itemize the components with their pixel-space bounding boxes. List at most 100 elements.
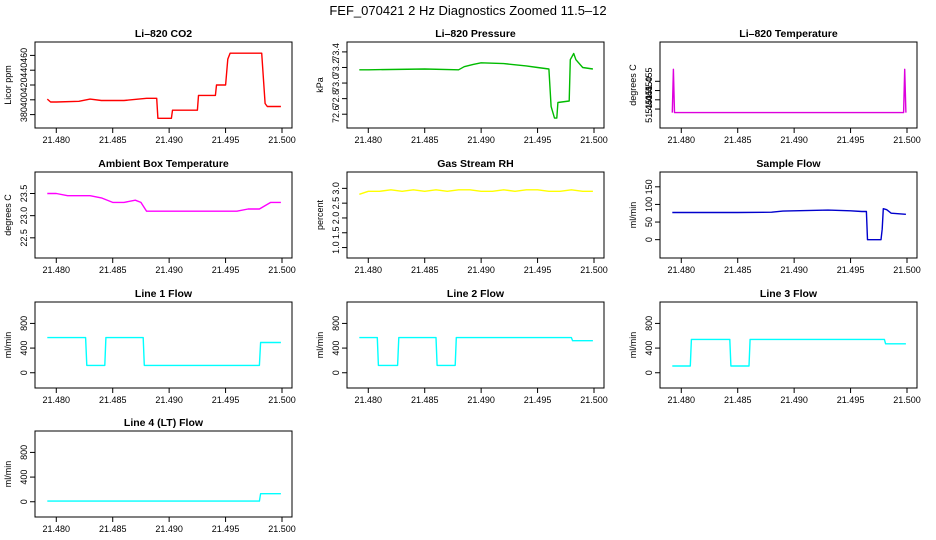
y-tick-label: 51.440 (644, 95, 654, 123)
panel-title: Line 1 Flow (135, 288, 193, 300)
y-tick-label: 22.5 (19, 229, 29, 247)
x-tick-label: 21.490 (780, 395, 808, 405)
y-tick-label: 800 (19, 445, 29, 460)
y-tick-label: 72.8 (331, 90, 341, 108)
x-tick-label: 21.490 (155, 395, 183, 405)
panel-8: Line 2 Flow ml/min 21.480 21.485 21.490 21.49… (315, 288, 608, 405)
x-tick-label: 21.480 (43, 135, 71, 145)
y-tick-label: 0 (19, 499, 29, 504)
x-tick-label: 21.480 (668, 265, 696, 275)
panel-10: Line 4 (LT) Flow ml/min 21.480 21.485 21.490… (3, 417, 296, 534)
x-tick-label: 21.490 (467, 395, 495, 405)
panel-6: Sample Flow ml/min 21.480 21.485 21.490 21.49… (628, 158, 921, 275)
panel-1: Li–820 CO2 Licor ppm 21.480 21.485 21.490 21.… (3, 28, 296, 145)
panel-5: Gas Stream RH percent 21.480 21.485 21.490 21… (315, 158, 608, 275)
x-tick-label: 21.485 (411, 395, 439, 405)
y-axis-label: degrees C (628, 64, 638, 106)
y-tick-label: 51.455 (644, 68, 654, 96)
series-line-1 (672, 338, 906, 367)
x-tick-label: 21.495 (837, 265, 865, 275)
x-tick-label: 21.480 (355, 135, 383, 145)
x-tick-label: 21.500 (580, 135, 608, 145)
y-tick-label: 0 (19, 370, 29, 375)
x-tick-label: 21.495 (524, 395, 552, 405)
y-tick-label: 72.6 (331, 105, 341, 123)
y-tick-label: 1.5 (331, 227, 341, 240)
panel-9: Line 3 Flow ml/min 21.480 21.485 21.490 21.49… (628, 288, 921, 405)
y-axis-label: ml/min (628, 202, 638, 229)
panel-2: Li–820 Pressure kPa 21.480 21.485 21.490 21.4… (315, 28, 608, 145)
y-tick-label: 800 (644, 316, 654, 331)
panel-title: Li–820 CO2 (135, 28, 192, 40)
x-tick-label: 21.490 (780, 265, 808, 275)
x-tick-label: 21.500 (893, 135, 921, 145)
x-tick-label: 21.480 (43, 395, 71, 405)
x-tick-label: 21.490 (780, 135, 808, 145)
y-axis-label: ml/min (3, 332, 13, 359)
y-tick-label: 380 (19, 107, 29, 122)
y-axis-label: kPa (315, 77, 325, 93)
y-axis-label: ml/min (315, 332, 325, 359)
x-tick-label: 21.500 (580, 395, 608, 405)
panel-title: Li–820 Temperature (739, 28, 838, 40)
x-tick-label: 21.500 (268, 395, 296, 405)
x-tick-label: 21.495 (837, 135, 865, 145)
y-tick-label: 73.0 (331, 74, 341, 92)
x-tick-label: 21.485 (411, 135, 439, 145)
x-tick-label: 21.485 (724, 265, 752, 275)
y-axis-label: degrees C (3, 194, 13, 236)
x-tick-label: 21.500 (268, 265, 296, 275)
y-axis-label: percent (315, 199, 325, 230)
plot-frame (659, 301, 918, 389)
x-tick-label: 21.500 (893, 265, 921, 275)
y-tick-label: 1.0 (331, 241, 341, 254)
plot-frame (659, 41, 918, 129)
x-tick-label: 21.500 (580, 265, 608, 275)
x-tick-label: 21.480 (668, 395, 696, 405)
x-tick-label: 21.495 (212, 395, 240, 405)
x-tick-label: 21.485 (724, 395, 752, 405)
y-tick-label: 800 (19, 316, 29, 331)
y-tick-label: 73.2 (331, 59, 341, 77)
series-line-1 (47, 192, 281, 212)
x-tick-label: 21.495 (524, 135, 552, 145)
y-tick-label: 23.5 (19, 185, 29, 203)
y-tick-label: 400 (331, 341, 341, 356)
y-tick-label: 51.450 (644, 77, 654, 105)
x-tick-label: 21.485 (724, 135, 752, 145)
x-tick-label: 21.480 (355, 265, 383, 275)
x-tick-label: 21.485 (99, 135, 127, 145)
x-tick-label: 21.485 (99, 265, 127, 275)
panel-title: Ambient Box Temperature (98, 158, 229, 170)
x-tick-label: 21.495 (212, 135, 240, 145)
series-line-1 (359, 189, 593, 195)
y-tick-label: 400 (644, 341, 654, 356)
series-line-1 (47, 493, 281, 502)
series-line-1 (47, 336, 281, 367)
figure-title: FEF_070421 2 Hz Diagnostics Zoomed 11.5–… (329, 3, 606, 18)
panel-title: Line 3 Flow (760, 288, 818, 300)
x-tick-label: 21.490 (467, 135, 495, 145)
x-tick-label: 21.480 (355, 395, 383, 405)
panel-title: Sample Flow (756, 158, 821, 170)
x-tick-label: 21.485 (411, 265, 439, 275)
y-tick-label: 0 (644, 370, 654, 375)
x-tick-label: 21.495 (837, 395, 865, 405)
y-axis-label: ml/min (3, 461, 13, 488)
y-tick-label: 150 (644, 179, 654, 194)
panel-7: Line 1 Flow ml/min 21.480 21.485 21.490 21.49… (3, 288, 296, 405)
y-tick-label: 440 (19, 63, 29, 78)
plot-frame (34, 171, 293, 259)
x-tick-label: 21.500 (268, 524, 296, 534)
panel-title: Li–820 Pressure (435, 28, 516, 40)
plot-frame (659, 171, 918, 259)
y-tick-label: 2.0 (331, 212, 341, 225)
x-tick-label: 21.490 (155, 135, 183, 145)
panel-title: Gas Stream RH (437, 158, 513, 170)
y-tick-label: 73.4 (331, 43, 341, 61)
y-tick-label: 400 (19, 92, 29, 107)
y-tick-label: 23.0 (19, 207, 29, 225)
y-tick-label: 100 (644, 197, 654, 212)
plot-frame (34, 430, 293, 518)
